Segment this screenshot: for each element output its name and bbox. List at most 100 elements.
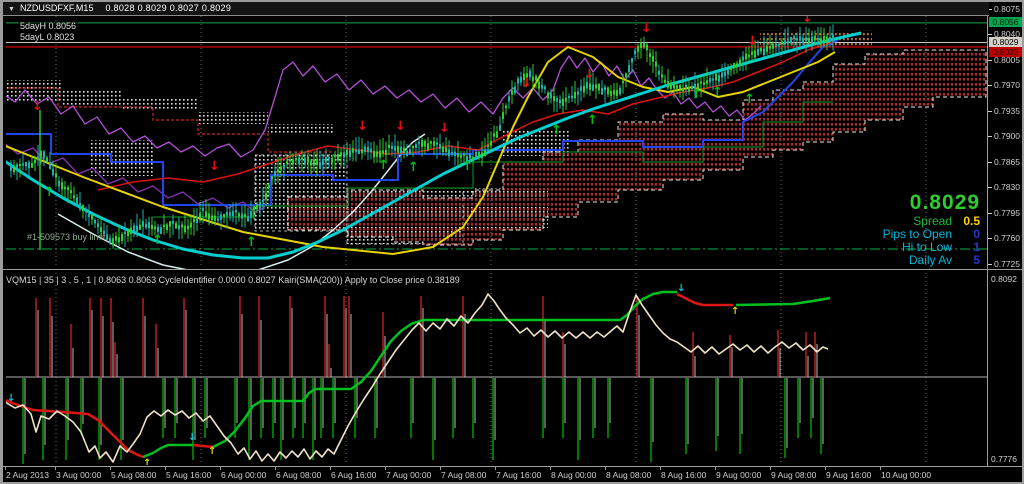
chart-canvas[interactable]: ↓ ↓ ↓ ↓ ↓ ↓ ↓ ↓ ↓ ↓ ↑ ↑ ↑ ↑ ↑ ↑ ↑ ↑ ↑ ↑ ↑ ↓ ↓ ↓ ↑ ↑ ↑: [3, 2, 1022, 482]
time-tick-label: 3 Aug 00:00: [56, 470, 102, 480]
time-tick-mark: [715, 467, 716, 470]
svg-text:↑: ↑: [44, 185, 55, 200]
chart-titlebar[interactable]: ▼ NZDUSDFXF,M15 0.8028 0.8029 0.8027 0.802…: [3, 2, 989, 16]
svg-text:↓: ↓: [439, 121, 450, 136]
trade-line-label: #1-509573 buy limit: [27, 232, 106, 242]
time-tick-label: 7 Aug 08:00: [441, 470, 487, 480]
svg-text:↑: ↑: [378, 158, 389, 173]
svg-text:↓: ↓: [584, 67, 595, 82]
time-tick-label: 8 Aug 00:00: [551, 470, 597, 480]
time-tick-mark: [5, 467, 6, 470]
price-axis-border: [987, 2, 988, 466]
svg-text:↑: ↑: [712, 85, 723, 100]
time-tick-mark: [55, 467, 56, 470]
spread-label: Spread: [913, 214, 952, 228]
pane-splitter[interactable]: [3, 269, 1022, 270]
time-tick-label: 2 Aug 2013: [6, 470, 50, 480]
current-price-display: 0.8029: [909, 191, 980, 214]
signal-line-segment: [676, 292, 733, 307]
kumo-cloud: [287, 49, 987, 246]
time-tick-mark: [275, 467, 276, 470]
svg-text:↓: ↓: [521, 76, 532, 91]
daily-av-value: 5: [973, 253, 980, 267]
time-tick-label: 5 Aug 16:00: [166, 470, 212, 480]
time-tick-label: 7 Aug 00:00: [386, 470, 432, 480]
hi-to-low-row: Hi to Low 1: [883, 241, 980, 253]
time-tick-label: 6 Aug 08:00: [276, 470, 322, 480]
svg-text:↓: ↓: [357, 119, 368, 134]
price-tick-mark: [988, 85, 992, 87]
svg-text:↓: ↓: [7, 393, 15, 404]
svg-text:↓: ↓: [802, 11, 813, 26]
signal-line-segment: [142, 443, 193, 459]
oscillator-tick-label: 0.8092: [991, 274, 1017, 284]
svg-text:↓: ↓: [747, 34, 758, 49]
chevron-down-icon[interactable]: ▼: [8, 6, 15, 13]
pips-to-open-value: 0: [973, 227, 980, 241]
svg-text:↓: ↓: [32, 99, 43, 114]
svg-text:↓: ↓: [188, 432, 196, 443]
five-day-low-label: 5dayL 0.8023: [18, 32, 77, 42]
time-tick-mark: [825, 467, 826, 470]
time-axis[interactable]: 2 Aug 2013 3 Aug 00:00 5 Aug 08:00 5 Aug 16…: [3, 466, 1022, 482]
top-pane[interactable]: ↓ ↓ ↓ ↓ ↓ ↓ ↓ ↓ ↓ ↓ ↑ ↑ ↑ ↑ ↑ ↑ ↑ ↑ ↑ ↑ ↑: [3, 11, 987, 274]
price-info-panel: 0.8029 Spread 0.5 Pips to Open 0 Hi to Low…: [882, 191, 980, 267]
svg-text:↑: ↑: [152, 233, 163, 248]
time-tick-mark: [605, 467, 606, 470]
svg-text:↑: ↑: [143, 458, 151, 469]
price-tick-mark: [988, 110, 992, 112]
time-tick-mark: [330, 467, 331, 470]
signal-line-segment: [6, 399, 144, 459]
time-tick-label: 8 Aug 16:00: [661, 470, 707, 480]
daily-av-label: Daily Av: [908, 253, 952, 267]
time-tick-label: 10 Aug 00:00: [881, 470, 932, 480]
price-tick-label: 0.7725: [994, 258, 1020, 269]
price-tick-label: 0.8040: [994, 29, 1020, 40]
time-tick-label: 8 Aug 08:00: [606, 470, 652, 480]
price-tick-label: 0.7830: [994, 182, 1020, 193]
oscillator-tick-label: 0.7776: [991, 454, 1017, 464]
price-tick-label: 0.8075: [994, 4, 1020, 14]
svg-text:↑: ↑: [246, 235, 257, 250]
price-tick-mark: [988, 212, 992, 214]
svg-text:↑: ↑: [462, 159, 473, 174]
price-tick-label: 0.7900: [994, 131, 1020, 142]
price-tick-mark: [988, 187, 992, 189]
price-tick-mark: [988, 238, 992, 240]
white-swoosh-line: [57, 133, 426, 269]
time-tick-mark: [660, 467, 661, 470]
time-tick-mark: [550, 467, 551, 470]
chart-title-ohlc: 0.8028 0.8029 0.8027 0.8029: [105, 3, 232, 13]
price-badge: 0.8056: [989, 17, 1022, 27]
time-tick-mark: [165, 467, 166, 470]
price-tick-mark: [988, 34, 992, 36]
time-tick-mark: [110, 467, 111, 470]
green-channel-step-line: [153, 101, 833, 218]
price-tick-label: 0.7760: [994, 233, 1020, 244]
red-ma-line: [97, 41, 834, 191]
time-tick-label: 9 Aug 08:00: [771, 470, 817, 480]
daily-av-row: Daily Av 5: [883, 254, 980, 266]
svg-text:↓: ↓: [209, 159, 220, 174]
time-tick-label: 6 Aug 16:00: [331, 470, 377, 480]
signal-line-segment: [212, 290, 677, 449]
time-tick-mark: [220, 467, 221, 470]
price-badge: 0.8023: [989, 47, 1022, 57]
time-tick-label: 5 Aug 08:00: [111, 470, 157, 480]
price-tick-label: 0.7935: [994, 105, 1020, 116]
senkou-dashed-line: [6, 87, 333, 153]
time-tick-label: 6 Aug 00:00: [221, 470, 267, 480]
price-tick-mark: [988, 263, 992, 265]
bottom-pane[interactable]: ↓ ↓ ↓ ↑ ↑ ↑: [5, 273, 987, 469]
hi-to-low-label: Hi to Low: [901, 240, 952, 254]
hi-to-low-value: 1: [973, 240, 980, 254]
time-tick-label: 9 Aug 00:00: [716, 470, 762, 480]
signal-line-segment: [735, 296, 831, 307]
price-tick-label: 0.7865: [994, 156, 1020, 167]
price-tick-mark: [988, 9, 992, 10]
svg-text:↑: ↑: [408, 160, 419, 175]
yellow-ma-line: [6, 46, 836, 255]
svg-text:↑: ↑: [551, 123, 562, 138]
pips-to-open-label: Pips to Open: [882, 227, 952, 241]
svg-text:↓: ↓: [395, 119, 406, 134]
